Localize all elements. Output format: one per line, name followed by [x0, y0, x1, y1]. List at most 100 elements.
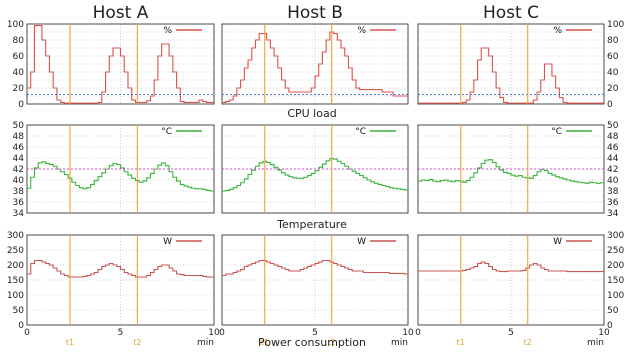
row-labels: CPU load Temperature Power consumption — [258, 107, 366, 349]
series-line-pow — [418, 261, 604, 273]
marker-label-t1: t1 — [261, 338, 269, 347]
ytick-left-cpu-20: 20 — [13, 84, 25, 94]
xtick-label: 10 — [598, 328, 610, 338]
panel-host-a-cpu: % — [26, 23, 215, 105]
x-unit-label: min — [391, 338, 408, 348]
xtick-label: 10 — [208, 328, 220, 338]
row-label-cpu: CPU load — [287, 107, 336, 120]
ytick-right-temp-46: 46 — [607, 143, 619, 153]
xtick-label: 0 — [219, 328, 225, 338]
panel-host-b-temp: °C — [221, 124, 409, 214]
panel-host-b-cpu: % — [221, 23, 409, 105]
ytick-right-pow-100: 100 — [607, 291, 624, 301]
panel-host-c-temp: °C — [417, 124, 605, 214]
ytick-left-temp-44: 44 — [13, 154, 25, 164]
ytick-right-cpu-100: 100 — [607, 20, 624, 30]
xtick-label: 0 — [24, 328, 30, 338]
ytick-left-temp-46: 46 — [13, 143, 25, 153]
panel-frame — [26, 234, 215, 326]
marker-label-t1: t1 — [457, 338, 465, 347]
ytick-right-temp-36: 36 — [607, 198, 619, 208]
ytick-right-cpu-20: 20 — [607, 84, 619, 94]
row-label-temp: Temperature — [276, 218, 347, 231]
ytick-left-pow-150: 150 — [7, 276, 24, 286]
xtick-label: 10 — [402, 328, 414, 338]
ytick-right-temp-50: 50 — [607, 121, 619, 131]
ytick-right-temp-40: 40 — [607, 176, 619, 186]
xtick-label: 5 — [508, 328, 514, 338]
ytick-right-cpu-80: 80 — [607, 36, 619, 46]
series-line-cpu — [27, 25, 214, 104]
marker-label-t2: t2 — [524, 338, 532, 347]
marker-label-t2: t2 — [328, 338, 336, 347]
legend-label-temp: °C — [355, 127, 366, 137]
marker-label-t2: t2 — [133, 338, 141, 347]
ytick-right-pow-0: 0 — [607, 321, 613, 331]
host-titles: Host A Host B Host C — [93, 3, 539, 23]
ytick-right-temp-44: 44 — [607, 154, 619, 164]
ytick-right-pow-150: 150 — [607, 276, 624, 286]
ytick-left-temp-42: 42 — [13, 165, 24, 175]
ytick-right-temp-42: 42 — [607, 165, 618, 175]
series-line-cpu — [222, 31, 408, 103]
ytick-left-pow-300: 300 — [7, 231, 24, 241]
ytick-left-temp-50: 50 — [13, 121, 25, 131]
panel-frame — [26, 23, 215, 105]
ytick-left-temp-38: 38 — [13, 187, 25, 197]
ytick-left-pow-0: 0 — [18, 321, 24, 331]
ytick-right-pow-200: 200 — [607, 261, 624, 271]
marker-label-t1: t1 — [66, 338, 74, 347]
ytick-right-pow-250: 250 — [607, 246, 624, 256]
host-title-host-c: Host C — [483, 3, 539, 23]
ytick-left-cpu-100: 100 — [7, 20, 24, 30]
ytick-right-cpu-0: 0 — [607, 100, 613, 110]
series-line-temp — [418, 159, 604, 184]
panel-host-a-temp: °C — [26, 124, 215, 214]
ytick-left-temp-40: 40 — [13, 176, 25, 186]
ytick-right-temp-38: 38 — [607, 187, 619, 197]
ytick-left-cpu-0: 0 — [18, 100, 24, 110]
series-line-pow — [27, 259, 214, 278]
ytick-left-pow-100: 100 — [7, 291, 24, 301]
ytick-left-pow-50: 50 — [13, 306, 25, 316]
series-line-temp — [222, 158, 408, 192]
ytick-left-pow-250: 250 — [7, 246, 24, 256]
host-title-host-b: Host B — [287, 3, 343, 23]
xtick-label: 0 — [415, 328, 421, 338]
ytick-left-cpu-80: 80 — [13, 36, 25, 46]
series-line-cpu — [418, 47, 604, 104]
row-label-pow: Power consumption — [258, 336, 366, 349]
legend-label-temp: °C — [161, 127, 172, 137]
ytick-left-temp-34: 34 — [13, 209, 25, 219]
xtick-label: 5 — [118, 328, 124, 338]
legend-label-pow: W — [357, 237, 366, 247]
legend-label-cpu: % — [553, 26, 562, 36]
panel-frame — [417, 23, 605, 105]
ytick-right-pow-50: 50 — [607, 306, 619, 316]
ytick-left-cpu-40: 40 — [13, 68, 25, 78]
legend-label-cpu: % — [357, 26, 366, 36]
panel-frame — [417, 234, 605, 326]
series-line-pow — [222, 259, 408, 277]
ytick-left-cpu-60: 60 — [13, 52, 25, 62]
legend-label-temp: °C — [551, 127, 562, 137]
xtick-label: 5 — [312, 328, 318, 338]
ytick-left-temp-48: 48 — [13, 132, 25, 142]
legend-label-cpu: % — [163, 26, 172, 36]
ytick-left-temp-36: 36 — [13, 198, 25, 208]
ytick-right-temp-48: 48 — [607, 132, 619, 142]
legend-label-pow: W — [553, 237, 562, 247]
series-line-temp — [27, 161, 214, 192]
ytick-right-pow-300: 300 — [607, 231, 624, 241]
panel-host-c-cpu: % — [417, 23, 605, 105]
host-title-host-a: Host A — [93, 3, 149, 23]
ytick-right-temp-34: 34 — [607, 209, 619, 219]
legend-label-pow: W — [163, 237, 172, 247]
panel-frame — [221, 234, 409, 326]
